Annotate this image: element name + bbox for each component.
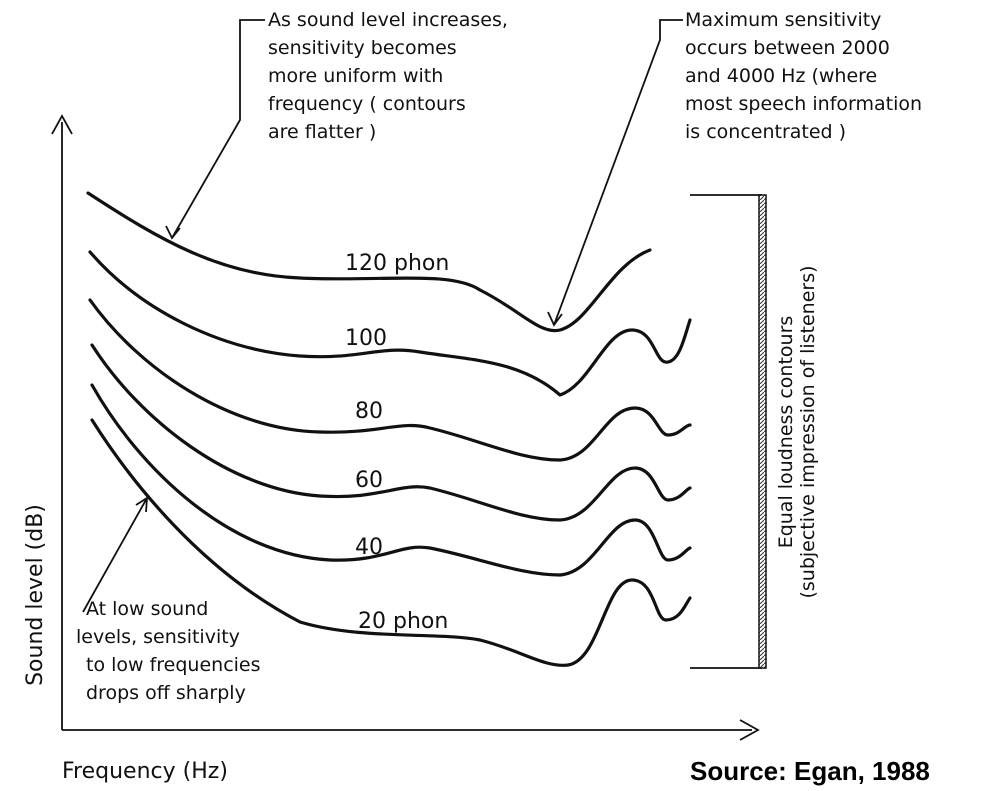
annotation-line: At low sound: [86, 598, 208, 620]
annotation-line: As sound level increases,: [268, 9, 508, 31]
annotation-line: are flatter ): [268, 121, 376, 143]
contour-curve: [90, 383, 692, 577]
bracket-label: (subjective impression of listeners): [797, 265, 819, 598]
x-axis-label: Frequency (Hz): [62, 759, 228, 784]
annotation-line: Maximum sensitivity: [685, 9, 881, 31]
bracket: [690, 194, 767, 669]
annotation-line: more uniform with: [268, 65, 443, 87]
annotation-line: most speech information: [685, 93, 922, 115]
annotation-line: frequency ( contours: [268, 93, 466, 115]
annotation-line: sensitivity becomes: [268, 37, 457, 59]
source: Source: Egan, 1988: [690, 756, 930, 786]
annotation: At low sound levels, sensitivity to low …: [76, 598, 261, 704]
contour-label: 60: [355, 468, 383, 493]
annotation-line: is concentrated ): [685, 121, 846, 143]
contour-label: 40: [355, 535, 383, 560]
annotation-line: levels, sensitivity: [76, 626, 240, 648]
annotation-line: and 4000 Hz (where: [685, 65, 877, 87]
contour-curve: [88, 250, 692, 397]
annotation-line: drops off sharply: [86, 682, 246, 704]
contour-curve: [88, 298, 692, 462]
annotation: Maximum sensitivity occurs between 2000 …: [685, 9, 922, 143]
contour-label: 120 phon: [345, 251, 449, 276]
contour-label: 20 phon: [358, 609, 448, 634]
y-arrow: [51, 114, 73, 135]
bracket-label: Equal loudness contours: [775, 316, 797, 549]
contour-label: 80: [355, 399, 383, 424]
annotation-arrow: [165, 19, 265, 240]
contours: [86, 191, 692, 667]
contour-label: 100: [345, 326, 387, 351]
annotation-line: occurs between 2000: [685, 37, 890, 59]
contour-curve: [90, 418, 692, 667]
y-axis-label: Sound level (dB): [23, 504, 48, 686]
contour-curve: [86, 191, 652, 333]
annotation: As sound level increases, sensitivity be…: [268, 9, 508, 143]
contour-curve: [90, 343, 692, 522]
x-arrow: [739, 719, 760, 741]
annotation-line: to low frequencies: [86, 654, 261, 676]
annotation-arrow: [547, 19, 683, 327]
axes: [51, 114, 760, 741]
annotation-arrow: [82, 496, 149, 613]
